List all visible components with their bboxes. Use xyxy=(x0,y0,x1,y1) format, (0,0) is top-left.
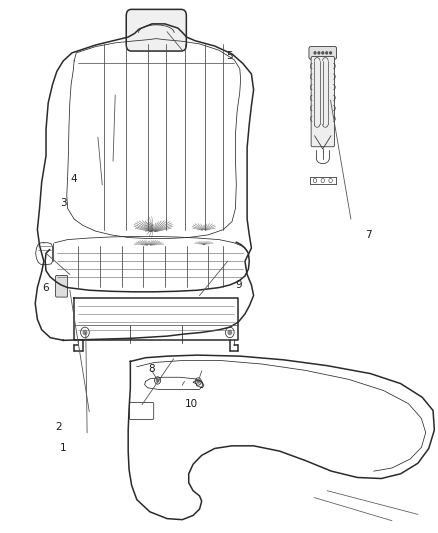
Text: 1: 1 xyxy=(60,443,67,454)
Text: 8: 8 xyxy=(148,365,155,374)
Text: 3: 3 xyxy=(60,198,67,208)
Text: 6: 6 xyxy=(43,282,49,293)
FancyBboxPatch shape xyxy=(309,46,337,59)
Text: 5: 5 xyxy=(226,51,233,61)
Circle shape xyxy=(83,330,87,335)
Text: 9: 9 xyxy=(235,280,242,290)
Circle shape xyxy=(156,379,159,382)
Text: 7: 7 xyxy=(365,230,371,240)
Text: 10: 10 xyxy=(184,399,198,409)
Circle shape xyxy=(330,52,332,54)
FancyBboxPatch shape xyxy=(56,276,67,297)
FancyBboxPatch shape xyxy=(311,56,335,147)
Text: 4: 4 xyxy=(71,174,78,184)
Circle shape xyxy=(197,380,200,383)
Circle shape xyxy=(322,52,324,54)
Circle shape xyxy=(326,52,328,54)
Circle shape xyxy=(228,330,232,335)
Circle shape xyxy=(318,52,320,54)
FancyBboxPatch shape xyxy=(130,402,154,419)
Circle shape xyxy=(314,52,316,54)
Text: 2: 2 xyxy=(56,422,62,432)
FancyBboxPatch shape xyxy=(126,10,186,51)
